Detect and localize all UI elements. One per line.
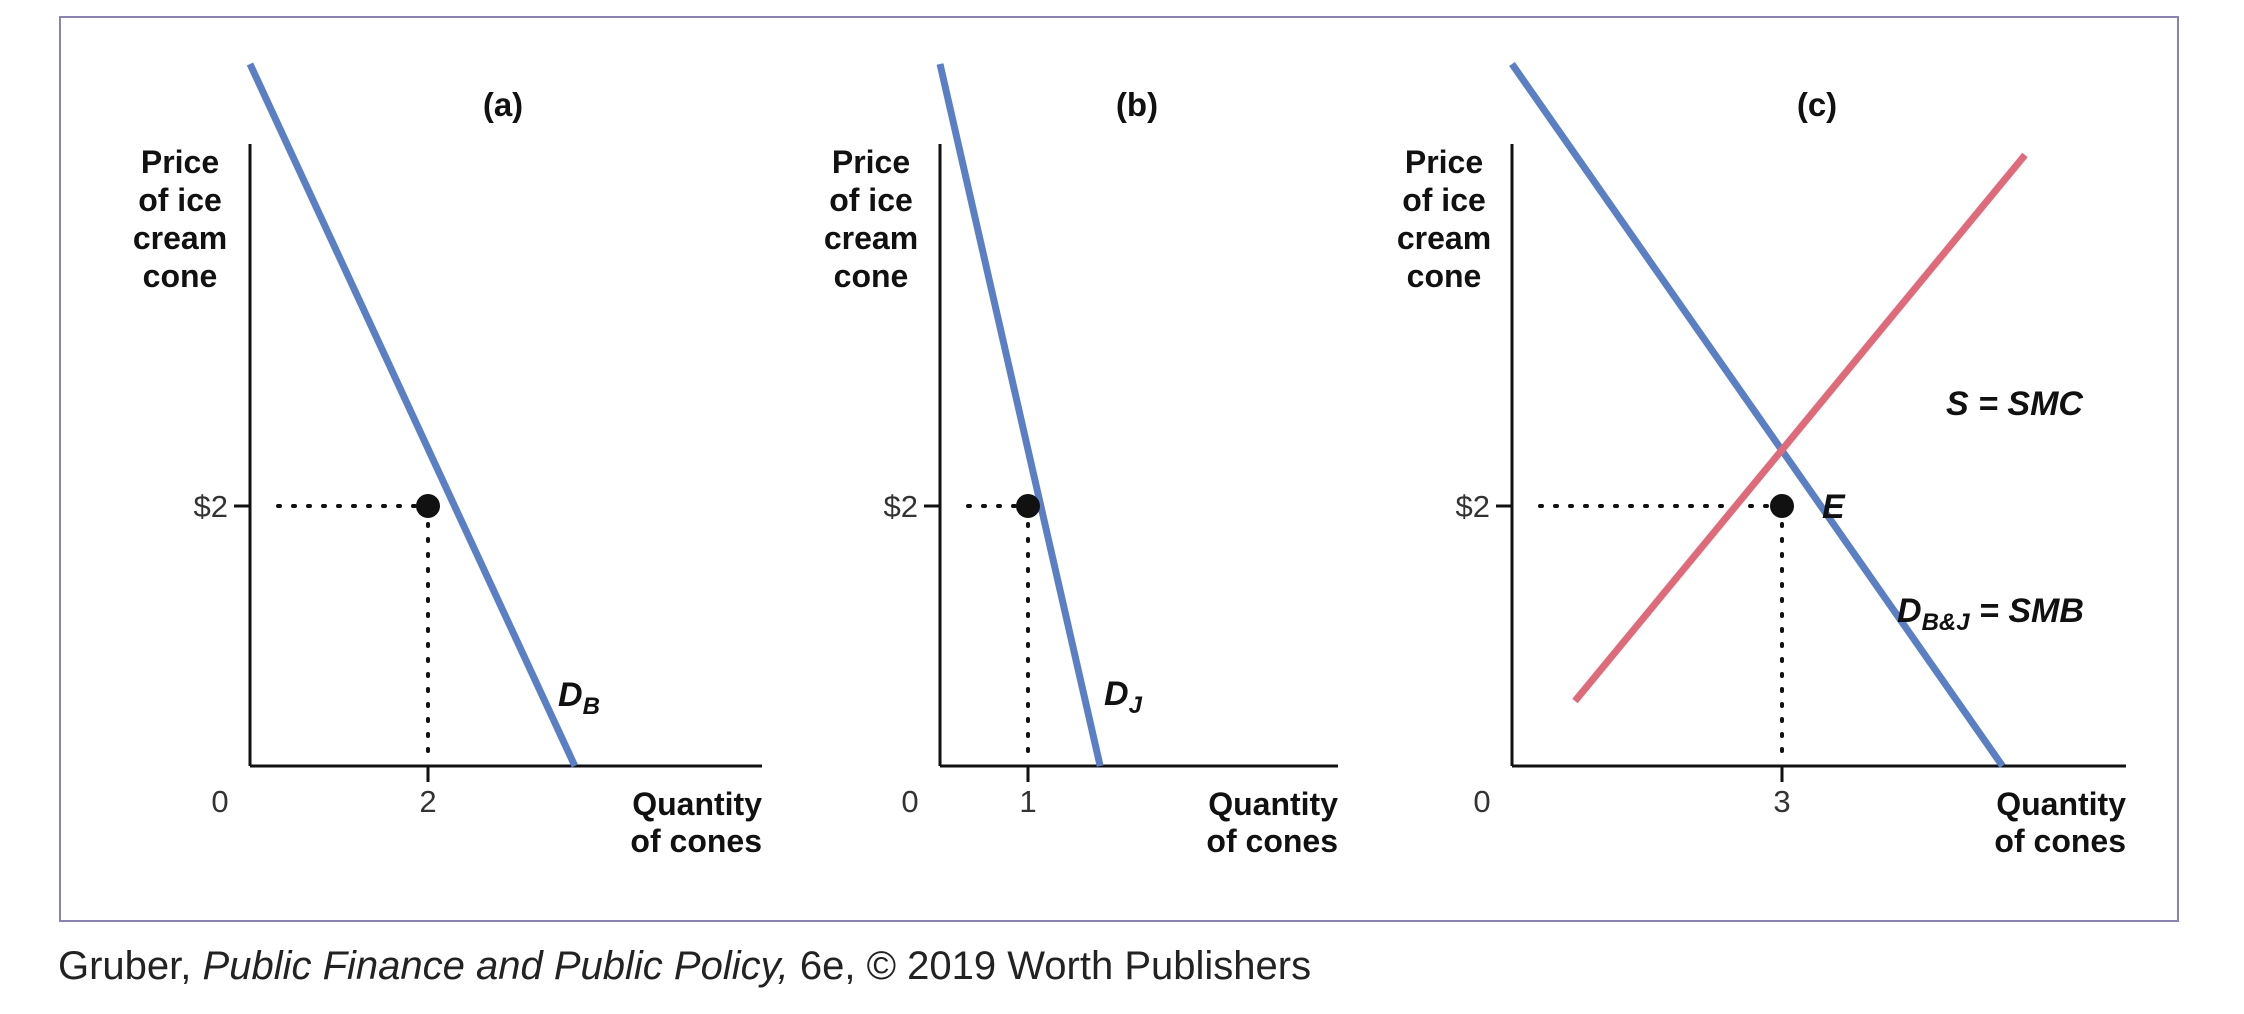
x-axis-label-line: Quantity (1208, 786, 1338, 822)
curve-label-subscript: J (1129, 692, 1143, 719)
y-axis-label-line: cone (1407, 258, 1482, 294)
figure-frame (59, 16, 2179, 922)
y-axis-label-line: of ice (829, 182, 913, 218)
x-tick-label: 2 (419, 784, 436, 819)
y-axis-label-line: of ice (1402, 182, 1486, 218)
curve-label-main: D (1897, 592, 1922, 630)
equilibrium-point (1016, 494, 1040, 518)
y-axis-label-line: of ice (138, 182, 222, 218)
y-axis-label-line: cream (1397, 220, 1491, 256)
origin-label: 0 (1473, 784, 1490, 819)
panel-title: (c) (1797, 86, 1837, 123)
panel-title: (b) (1116, 86, 1158, 123)
figure-credit: Gruber, Public Finance and Public Policy… (58, 944, 1311, 989)
x-axis-label-line: of cones (1994, 823, 2126, 859)
equilibrium-label: E (1822, 488, 1846, 526)
y-tick-label: $2 (884, 489, 918, 524)
curve-label-main: S = SMC (1946, 385, 2083, 423)
x-tick-label: 3 (1773, 784, 1790, 819)
origin-label: 0 (901, 784, 918, 819)
y-axis-label-line: cone (143, 258, 218, 294)
y-axis-label-line: Price (832, 144, 910, 180)
curve-label-subscript: B&J (1922, 609, 1971, 636)
x-axis-label-line: Quantity (632, 786, 762, 822)
curve-label-tail: = SMB (1970, 592, 2084, 630)
y-tick-label: $2 (194, 489, 228, 524)
series-line (1572, 152, 2028, 704)
x-axis-label-line: Quantity (1996, 786, 2126, 822)
curve-label: DB&J = SMB (1897, 592, 2084, 636)
x-axis-label-line: of cones (1206, 823, 1338, 859)
y-axis-label-line: cone (834, 258, 909, 294)
panel-title: (a) (483, 86, 523, 123)
equilibrium-point (416, 494, 440, 518)
x-tick-label: 1 (1019, 784, 1036, 819)
series-line (936, 63, 1104, 767)
y-axis-label-line: Price (1405, 144, 1483, 180)
x-axis-label-line: of cones (630, 823, 762, 859)
y-axis-label-line: cream (824, 220, 918, 256)
credit-prefix: Gruber, (58, 944, 203, 988)
curve-label: DB (558, 676, 600, 720)
series-line (1509, 61, 2006, 769)
y-tick-label: $2 (1456, 489, 1490, 524)
curve-label-main: D (558, 676, 583, 714)
credit-suffix: 6e, © 2019 Worth Publishers (788, 944, 1312, 988)
equilibrium-point (1770, 494, 1794, 518)
credit-book-title: Public Finance and Public Policy, (202, 944, 789, 988)
curve-label-subscript: B (583, 693, 600, 720)
y-axis-label-line: cream (133, 220, 227, 256)
y-axis-label-line: Price (141, 144, 219, 180)
curve-label: DJ (1104, 675, 1143, 719)
curve-label: S = SMC (1946, 385, 2083, 423)
curve-label-main: D (1104, 675, 1129, 713)
origin-label: 0 (211, 784, 228, 819)
series-line (246, 62, 579, 768)
